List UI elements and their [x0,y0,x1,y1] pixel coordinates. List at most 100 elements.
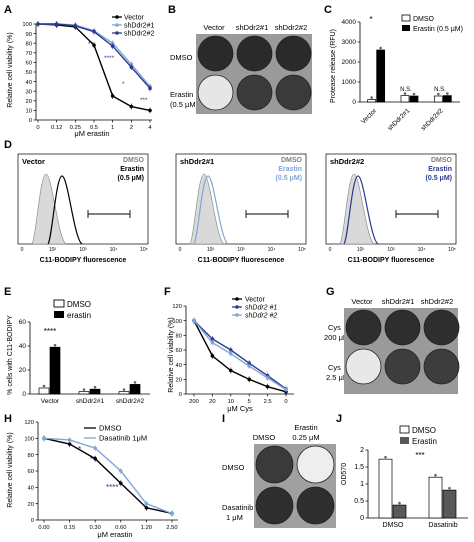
y-tick-label: 80 [28,453,34,459]
x-category-label: shDdr2#1 [76,398,105,405]
panel-a-star-2: **** [104,55,115,62]
panel-i-row-dmso: DMSO [222,463,245,472]
panel-j-ylabel: OD570 [341,463,348,485]
histogram-xlabel: C11-BODIPY fluorescence [348,257,435,264]
panel-a-ylabel: Relative cell viability (%) [7,32,14,107]
well [384,309,421,346]
well [296,445,335,484]
y-tick-label: 70 [26,51,32,57]
panel-g-row-200: 200 μM [324,333,349,342]
histogram-tick: 10⁴ [268,247,276,253]
histogram-legend-erastin: Erastin [428,166,452,173]
panel-g-row-cys-2: Cys [328,363,341,372]
y-tick-label: 60 [19,319,27,326]
well [236,35,273,72]
y-tick-label: 40 [176,363,182,369]
replicate-dot [403,92,407,95]
panel-i-row-dasatinib: Dasatinib [222,503,253,512]
panel-letter-f: F [164,286,171,298]
series-line [43,437,173,515]
bar [38,387,50,395]
panel-f-ylabel: Relative cell viability (%) [168,317,175,392]
y-tick-label: 90 [26,32,32,38]
panel-g-col-vector: Vector [351,297,373,306]
replicate-dot [53,343,57,347]
x-category-label: Vector [360,107,379,126]
panel-a-legend: Vector shDdr2#1 shDdr2#2 [112,15,154,38]
panel-c-ylabel: Protease release (RFU) [330,29,337,103]
x-tick-label: 2.5 [264,399,272,405]
data-point [129,104,134,109]
legend-erastin-swatch [400,437,409,444]
x-tick-label: 0 [284,399,287,405]
dmso-histogram [189,173,226,245]
x-tick-label: 1 [111,125,114,131]
panel-letter-d: D [4,139,12,151]
panel-g-col-shddr2-2: shDdr2#2 [421,297,454,306]
data-point [247,377,251,382]
x-tick-label: 10 [228,399,234,405]
panel-letter-a: A [4,4,12,16]
y-tick-label: 100 [172,319,182,325]
bar [367,99,377,103]
replicate-dot [42,384,46,388]
x-tick-label: 0.00 [38,525,49,531]
bar [428,476,443,519]
histogram-tick: 10³ [387,247,395,253]
y-tick-label: 60 [26,61,32,67]
replicate-dot [434,473,437,477]
data-point [42,436,46,441]
well [255,486,294,525]
x-tick-label: 4 [148,125,152,131]
data-point [265,376,270,380]
legend-dmso: DMSO [67,300,91,309]
dmso-histogram [339,173,376,245]
data-point [210,354,215,358]
panel-b-plates: Vector shDdr2#1 shDdr2#2 DMSO Erastin (0… [170,23,312,114]
y-tick-label: 0 [352,99,356,106]
y-tick-label: 30 [26,89,32,95]
y-tick-label: 40 [26,80,32,86]
histogram-legend-dmso: DMSO [431,157,453,164]
well [236,74,273,111]
panel-h-ylabel: Relative cell viability (%) [7,432,14,507]
panel-i-col-dmso: DMSO [253,433,276,442]
panel-c-star: * [369,15,372,24]
panel-j-star: *** [415,451,424,460]
panel-i-col-erastin: Erastin [294,423,317,432]
histogram-tick: 10³ [237,247,245,253]
legend-dasatinib: Dasatinib 1μM [99,434,147,443]
histogram-title: Vector [22,157,45,166]
data-point [93,446,97,450]
x-tick-label: 0.30 [90,525,101,531]
histogram-xlabel: C11-BODIPY fluorescence [40,257,127,264]
legend-shddr2-1: shDdr2#1 [124,23,154,30]
histogram-tick: 10² [49,247,57,253]
panel-letter-c: C [324,4,332,16]
replicate-dot [122,388,126,391]
legend-dmso: DMSO [412,426,436,435]
data-point [265,384,270,389]
x-tick-label: 1.20 [141,525,152,531]
panel-g-row-2-5: 2.5 μM [326,373,349,382]
legend-dmso-swatch [399,425,410,434]
x-tick-label: 0.60 [115,525,126,531]
legend-erastin: Erastin (0.5 μM) [413,26,463,33]
panel-i-col-conc: 0.25 μM [292,433,319,442]
panel-letter-e: E [4,286,11,298]
bar [376,49,386,103]
panel-j-chart: OD570 DMSO Erastin *** 0 0.5 1 1.5 2 DMSO Dasa… [341,425,468,529]
panel-g-col-shddr2-1: shDdr2#1 [382,297,415,306]
data-point [119,481,123,486]
x-tick-label: 0.15 [64,525,75,531]
x-category-label: Vector [41,398,60,405]
panel-a-xlabel: μM erastin [74,129,109,138]
histogram-legend-conc: (0.5 μM) [276,175,302,182]
legend-shddr2-2: shDdr2#2 [124,31,154,38]
histogram-tick: 10⁴ [418,247,426,253]
panel-e-star: **** [44,327,56,336]
series-line [43,437,173,515]
legend-dmso-swatch [401,14,411,22]
histogram-tick: 10³ [79,247,87,253]
